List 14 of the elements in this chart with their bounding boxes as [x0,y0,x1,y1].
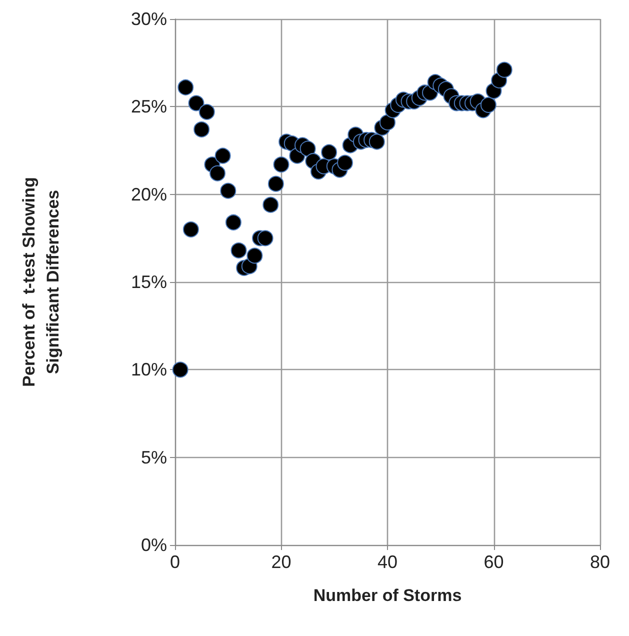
x-tick-label: 80 [590,552,610,572]
y-tick-label: 25% [130,96,167,117]
x-tick-label: 20 [271,552,292,572]
y-tick-label: 20% [130,184,167,204]
x-tick-label: 0 [170,552,180,572]
y-tick-label: 0% [140,535,167,555]
x-tick-label: 60 [484,552,504,572]
y-tick-label: 15% [130,272,167,292]
y-tick-label: 30% [130,9,167,29]
x-tick-label: 40 [377,552,398,572]
x-axis-title: Number of Storms [313,586,462,605]
y-axis-title: Percent of t-test Showing Significant Differences [20,177,62,387]
y-tick-label: 5% [140,447,167,468]
y-tick-label: 10% [130,360,167,380]
